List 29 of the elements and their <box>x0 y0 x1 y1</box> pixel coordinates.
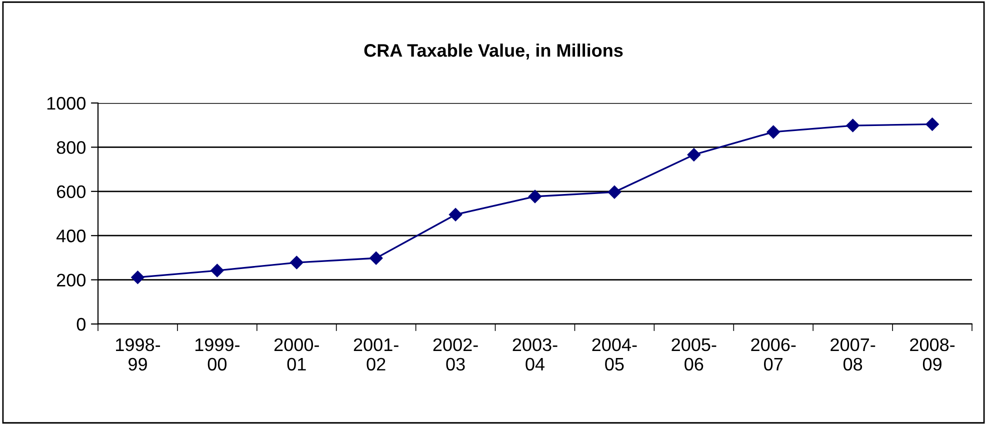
x-tick-label: 1998-99 <box>116 338 160 371</box>
x-tick-label: 1999-00 <box>195 338 240 371</box>
y-tick-label: 600 <box>56 185 86 198</box>
x-tick-label: 2006-07 <box>751 338 796 371</box>
x-tick-label: 2008-09 <box>910 338 955 371</box>
y-tick-label: 0 <box>76 318 86 331</box>
point <box>528 190 542 204</box>
point <box>210 264 224 278</box>
point <box>926 118 939 131</box>
y-tick-label: 200 <box>56 274 86 287</box>
point <box>608 185 622 199</box>
y-tick-label: 800 <box>56 141 86 154</box>
point <box>370 252 383 265</box>
point <box>687 148 700 162</box>
y-tick-label: 400 <box>56 230 86 242</box>
chart-title: CRA Taxable Value, in Millions <box>364 44 623 60</box>
point <box>766 125 780 139</box>
point <box>290 256 304 270</box>
point <box>448 208 462 222</box>
x-tick-label: 2007-08 <box>830 338 876 371</box>
x-tick-label: 2000-01 <box>274 338 319 371</box>
y-tick-label: 1000 <box>47 96 86 110</box>
point <box>131 270 144 284</box>
x-tick-label: 2002-03 <box>433 338 478 371</box>
x-tick-label: 2003-04 <box>512 338 558 371</box>
point <box>846 118 860 132</box>
x-tick-label: 2001-02 <box>354 338 398 371</box>
x-tick-label: 2004-05 <box>592 338 637 371</box>
x-tick-label: 2005-06 <box>672 338 716 371</box>
